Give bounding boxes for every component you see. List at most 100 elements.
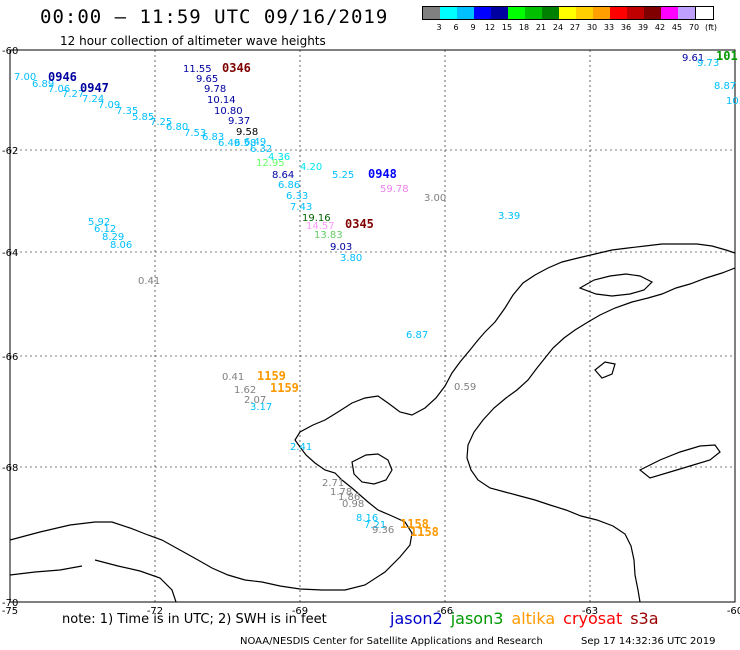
coast-peninsula-east xyxy=(466,267,736,603)
longitude-label: -72 xyxy=(147,606,163,617)
mission-cryosat: cryosat xyxy=(563,609,623,628)
wave-height-label: 9.61 xyxy=(682,53,704,64)
legend-label: 15 xyxy=(501,23,513,32)
wave-height-label: 6.58 xyxy=(234,138,256,149)
coast-antarctic-peninsula xyxy=(9,243,736,591)
wave-height-label: 6.12 xyxy=(94,224,116,235)
wave-height-label: 3.39 xyxy=(498,211,520,222)
legend-label: 30 xyxy=(586,23,598,32)
legend-label: 39 xyxy=(637,23,649,32)
coast-island-adelaide xyxy=(351,453,393,485)
wave-height-label: 7.00 xyxy=(14,72,36,83)
wave-height-label: 1.86 xyxy=(338,492,360,503)
wave-height-label: 9.65 xyxy=(196,74,218,85)
wave-height-label: 1.62 xyxy=(234,385,256,396)
coast-west-shelf xyxy=(9,565,83,576)
pass-time-label: 101 xyxy=(716,49,738,63)
legend-swatch xyxy=(627,7,644,19)
pass-time-label: 1159 xyxy=(257,369,286,383)
pass-time-label: 0946 xyxy=(48,70,77,84)
coast-island-east xyxy=(638,444,721,479)
legend-swatch xyxy=(457,7,474,19)
longitude-label: -60 xyxy=(727,606,740,617)
wave-height-label: 3.00 xyxy=(424,193,446,204)
wave-height-label: 0.59 xyxy=(454,382,476,393)
latitude-label: -62 xyxy=(2,146,18,157)
wave-height-label: 9.73 xyxy=(697,58,719,69)
legend-swatch xyxy=(440,7,457,19)
wave-height-label: 2.41 xyxy=(290,442,312,453)
wave-height-label: 10.14 xyxy=(207,95,236,106)
wave-height-label: 3.17 xyxy=(250,402,272,413)
latitude-label: -70 xyxy=(2,598,18,609)
graticule xyxy=(10,50,735,602)
wave-height-label: 7.53 xyxy=(184,128,206,139)
wave-height-label: 5.25 xyxy=(332,170,354,181)
wave-height-label: 6.87 xyxy=(406,330,428,341)
wave-height-label: 7.24 xyxy=(82,94,104,105)
wave-height-label: 4.36 xyxy=(268,152,290,163)
pass-time-label: 1158 xyxy=(400,517,429,531)
legend-label: 42 xyxy=(654,23,666,32)
wave-height-label: 0.41 xyxy=(138,276,160,287)
map-frame xyxy=(9,49,736,603)
legend-swatch xyxy=(678,7,695,19)
wave-height-label: 8.87 xyxy=(714,81,736,92)
wave-height-label: 10.80 xyxy=(214,106,243,117)
wave-height-label: 7.09 xyxy=(98,100,120,111)
footer-note: note: 1) Time is in UTC; 2) SWH is in fe… xyxy=(62,612,327,627)
wave-height-label: 6.32 xyxy=(250,144,272,155)
wave-height-label: 9.36 xyxy=(372,525,394,536)
mission-legend: jason2 jason3 altika cryosat s3a xyxy=(390,609,667,628)
map-subtitle: 12 hour collection of altimeter wave hei… xyxy=(60,34,326,48)
pass-time-label: 0345 xyxy=(345,217,374,231)
wave-height-label: 5.85 xyxy=(132,112,154,123)
wave-height-label: 7.25 xyxy=(150,117,172,128)
color-legend: 3 6 9 12 15 18 21 24 27 30 33 36 39 42 45 70 (ft) xyxy=(422,6,717,34)
legend-label: 45 xyxy=(671,23,683,32)
wave-height-label: 19.16 xyxy=(302,213,331,224)
latitude-label: -64 xyxy=(2,248,18,259)
pass-time-label: 1159 xyxy=(270,381,299,395)
legend-labels: 3 6 9 12 15 18 21 24 27 30 33 36 39 42 45 70 (ft) xyxy=(422,20,717,34)
latitude-label: -68 xyxy=(2,463,18,474)
legend-swatch xyxy=(542,7,559,19)
legend-swatch xyxy=(559,7,576,19)
pass-time-label: 1158 xyxy=(410,525,439,539)
wave-height-label: 13.83 xyxy=(314,230,343,241)
wave-height-observations: 7.006.897.067.277.247.097.355.857.256.80… xyxy=(14,53,740,536)
wave-height-label: 8.06 xyxy=(110,240,132,251)
legend-label: 3 xyxy=(436,23,442,32)
footer-timestamp: Sep 17 14:32:36 UTC 2019 xyxy=(581,636,716,647)
wave-height-label: 9.58 xyxy=(236,127,258,138)
legend-label: 24 xyxy=(552,23,564,32)
mission-s3a: s3a xyxy=(630,609,659,628)
wave-height-label: 7.35 xyxy=(116,106,138,117)
wave-height-label: 8.64 xyxy=(272,170,294,181)
wave-height-label: 2.07 xyxy=(244,395,266,406)
wave-height-label: 7.06 xyxy=(48,84,70,95)
wave-height-label: 0.41 xyxy=(222,372,244,383)
legend-swatch xyxy=(474,7,491,19)
wave-height-label: 0.98 xyxy=(342,499,364,510)
wave-height-label: 9.78 xyxy=(204,84,226,95)
legend-swatch xyxy=(695,7,713,19)
legend-label: 6 xyxy=(453,23,459,32)
longitude-label: -75 xyxy=(2,606,18,617)
legend-label: 21 xyxy=(535,23,547,32)
legend-label: 9 xyxy=(470,23,476,32)
wave-height-label: 6.80 xyxy=(166,122,188,133)
wave-height-label: 5.92 xyxy=(88,217,110,228)
wave-height-label: 14.57 xyxy=(306,221,335,232)
latitude-labels: -60 -62 -64 -66 -68 -70 xyxy=(2,46,18,609)
wave-height-label: 9.37 xyxy=(228,116,250,127)
wave-height-label: 9.03 xyxy=(330,242,352,253)
wave-height-label: 7.43 xyxy=(290,202,312,213)
footer-credit: NOAA/NESDIS Center for Satellite Applica… xyxy=(240,636,543,647)
longitude-labels: -75 -72 -69 -66 -63 -60 xyxy=(2,606,740,617)
legend-label: 18 xyxy=(518,23,530,32)
latitude-label: -60 xyxy=(2,46,18,57)
wave-height-label: 7.21 xyxy=(364,520,386,531)
legend-label: 70 xyxy=(688,23,700,32)
